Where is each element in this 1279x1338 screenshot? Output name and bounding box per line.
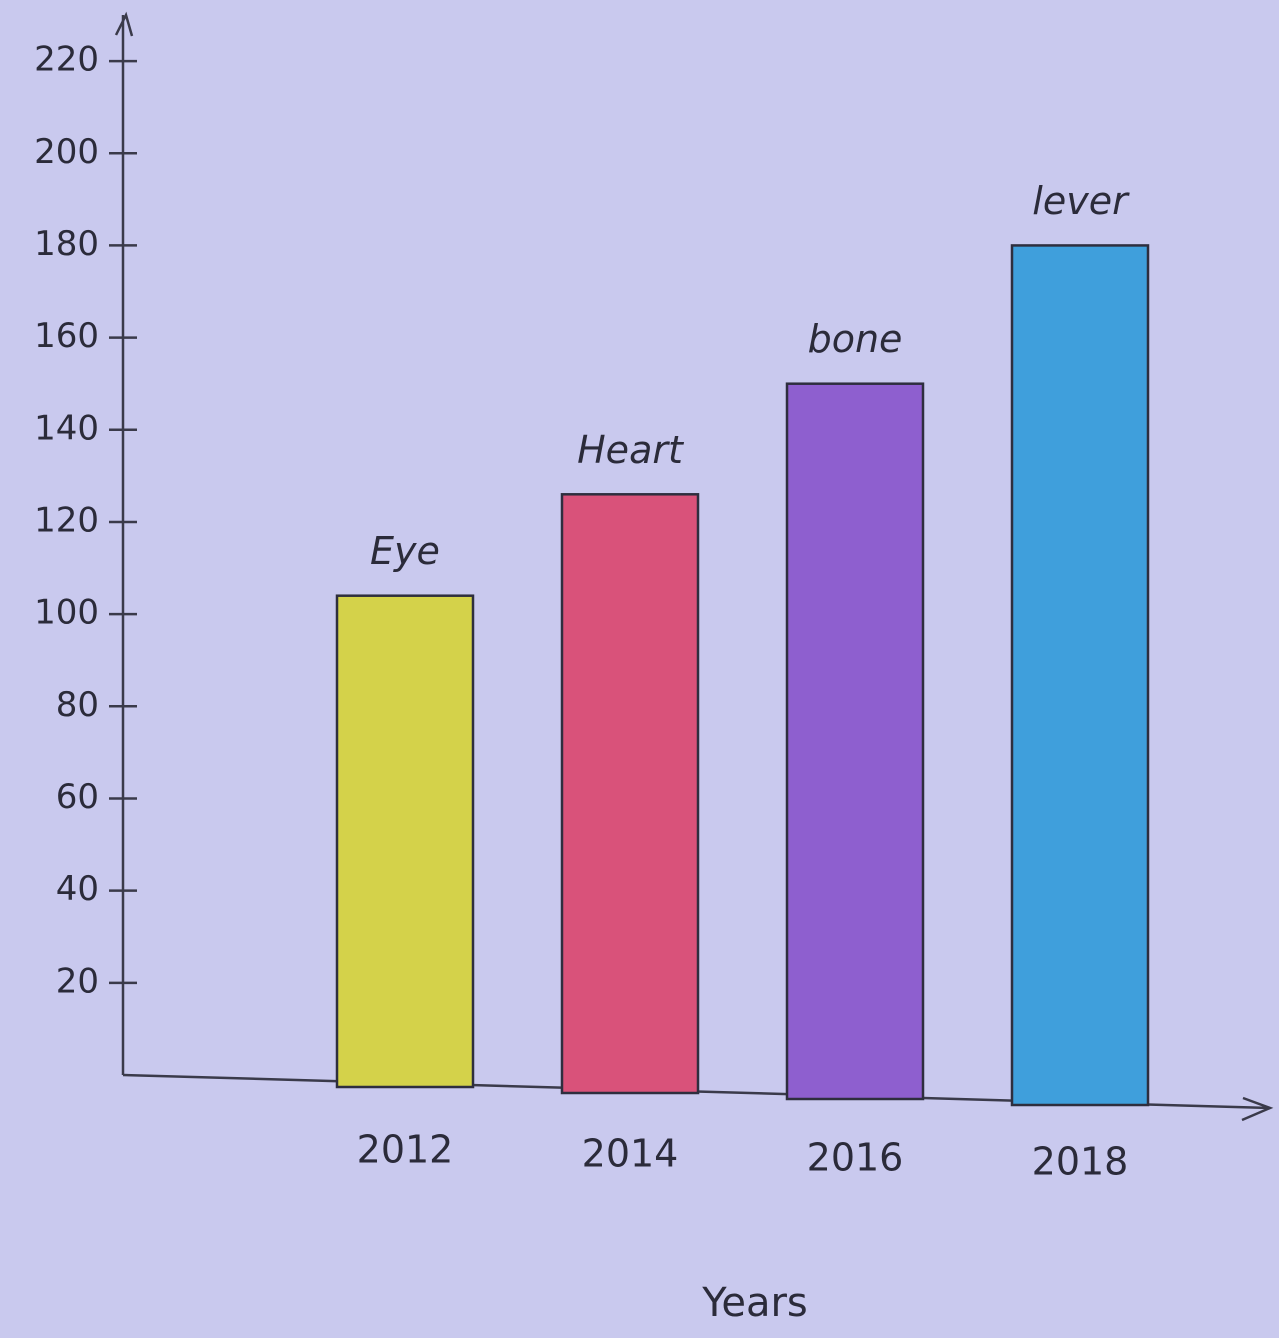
y-tick-label: 100 xyxy=(34,593,99,633)
bar xyxy=(335,594,475,1089)
y-tick-label: 160 xyxy=(34,316,99,356)
bar xyxy=(560,493,700,1095)
bar xyxy=(1010,244,1150,1107)
y-tick-label: 20 xyxy=(56,961,99,1001)
y-tick-label: 80 xyxy=(56,685,99,725)
bar-annotation: Eye xyxy=(370,529,440,573)
x-tick-label: 2014 xyxy=(582,1132,679,1176)
y-tick-label: 40 xyxy=(56,869,99,909)
bar-annotation: bone xyxy=(808,317,903,361)
y-tick-label: 180 xyxy=(34,224,99,264)
bar xyxy=(785,382,925,1101)
y-axis-arrow xyxy=(114,11,134,37)
y-tick-label: 120 xyxy=(34,500,99,540)
x-tick-label: 2012 xyxy=(357,1128,454,1172)
bar-annotation: Heart xyxy=(577,428,685,472)
x-tick-label: 2016 xyxy=(807,1136,904,1180)
y-tick-label: 140 xyxy=(34,408,99,448)
y-tick-label: 200 xyxy=(34,132,99,172)
y-tick-label: 220 xyxy=(34,40,99,80)
x-axis-label: Years xyxy=(701,1280,808,1326)
x-axis-arrow xyxy=(1241,1096,1274,1122)
y-tick-label: 60 xyxy=(56,777,99,817)
x-tick-label: 2018 xyxy=(1032,1140,1129,1184)
bar-annotation: lever xyxy=(1032,179,1130,223)
